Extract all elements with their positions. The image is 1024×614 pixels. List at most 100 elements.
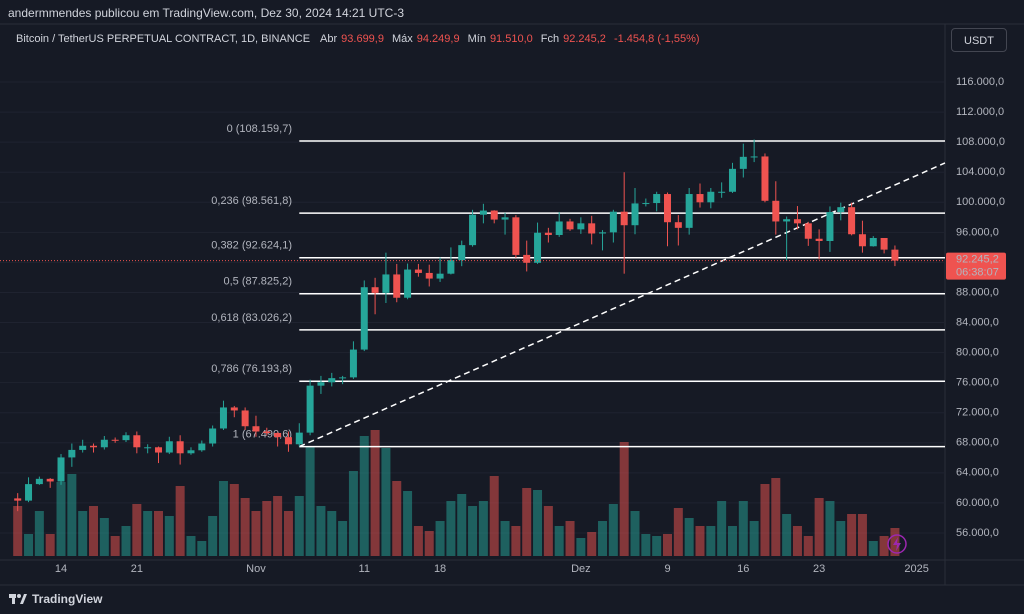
alert-icon (887, 534, 907, 554)
candle-body (317, 382, 325, 386)
volume-bar (792, 526, 802, 556)
candle-body (219, 407, 227, 429)
candle-body (577, 223, 585, 230)
volume-bar (186, 536, 196, 556)
volume-bar (565, 521, 575, 556)
y-tick-label: 112.000,0 (956, 106, 1004, 118)
volume-bar (175, 486, 185, 556)
candle-body (25, 484, 33, 501)
volume-bar (392, 481, 402, 556)
volume-bar (153, 511, 163, 556)
volume-bar (554, 526, 564, 556)
candle-body (339, 377, 347, 379)
volume-bar (45, 534, 55, 556)
volume-bar (673, 508, 683, 556)
candle-body (783, 219, 791, 222)
candle-body (869, 237, 877, 247)
volume-bar (348, 471, 358, 556)
volume-bar (283, 511, 293, 556)
volume-bar (110, 536, 120, 556)
volume-bar (684, 518, 694, 556)
volume-bar (868, 541, 878, 556)
candle-body (14, 498, 22, 501)
footer-brand: TradingView (32, 592, 103, 606)
volume-bar (24, 534, 34, 556)
candle-body (555, 221, 563, 235)
candle-body (880, 237, 888, 250)
candle-body (609, 211, 617, 233)
candle-body (642, 203, 650, 205)
candle-body (230, 407, 238, 411)
ohlc-value: 94.249,9 (416, 33, 460, 45)
candle-body (46, 478, 54, 482)
fib-label: 0,382 (92.624,1) (211, 240, 292, 252)
fib-label: 0,618 (83.026,2) (211, 312, 292, 324)
volume-bar (294, 496, 304, 556)
volume-bar (847, 514, 857, 556)
volume-bar (836, 521, 846, 556)
fib-label: 1 (67.490,6) (233, 429, 292, 441)
candle-body (100, 439, 108, 448)
y-tick-label: 68.000,0 (956, 437, 999, 449)
volume-bar (598, 521, 608, 556)
candle-body (685, 194, 693, 228)
candle-body (772, 200, 780, 222)
fib-label: 0 (108.159,7) (227, 123, 292, 135)
volume-bar (78, 511, 88, 556)
candle-body (122, 435, 130, 441)
ohlc-value: 92.245,2 (563, 33, 606, 45)
change: -1.454,8 (-1,55%) (613, 33, 700, 45)
y-tick-label: 104.000,0 (956, 166, 1005, 178)
candle-body (393, 274, 401, 298)
logo (9, 594, 27, 604)
volume-bar (587, 532, 597, 556)
volume-bar (825, 501, 835, 556)
volume-bar (164, 516, 174, 556)
volume-bar (522, 488, 532, 556)
volume-bar (717, 501, 727, 556)
candle-body (252, 426, 260, 432)
candle-body (490, 210, 498, 220)
last-price-box (946, 252, 1006, 280)
candle-body (544, 232, 552, 235)
volume-bar (34, 511, 44, 556)
candle-body (111, 439, 119, 441)
candle-body (68, 449, 76, 458)
candle-body (620, 211, 628, 226)
candle-body (707, 191, 715, 203)
candle-body (501, 217, 509, 220)
currency-button[interactable]: USDT (951, 28, 1007, 52)
volume-bar (468, 506, 478, 556)
candle-body (425, 272, 433, 279)
y-tick-label: 84.000,0 (956, 316, 999, 328)
volume-bar (782, 514, 792, 556)
candle-body (512, 217, 520, 255)
volume-bar (738, 501, 748, 556)
candle-body (371, 287, 379, 293)
y-tick-label: 80.000,0 (956, 346, 999, 358)
y-tick-label: 60.000,0 (956, 497, 999, 509)
y-tick-label: 72.000,0 (956, 407, 999, 419)
x-tick-label: 21 (131, 563, 143, 575)
x-tick-label: 16 (737, 563, 749, 575)
candle-body (848, 207, 856, 235)
volume-bar (543, 506, 553, 556)
candle-body (588, 223, 596, 234)
fib-label: 0,5 (87.825,2) (224, 276, 293, 288)
volume-bar (706, 526, 716, 556)
x-tick-label: 18 (434, 563, 446, 575)
candle-body (664, 194, 671, 223)
ohlc-name: Máx (391, 33, 413, 45)
volume-bar (67, 474, 77, 556)
volume-bar (619, 442, 629, 556)
volume-bar (511, 526, 521, 556)
volume-bar (771, 478, 781, 556)
y-tick-label: 116.000,0 (956, 76, 1004, 88)
volume-bar (240, 498, 250, 556)
volume-bar (273, 496, 283, 556)
candle-body (469, 214, 477, 246)
volume-bar (132, 504, 142, 556)
y-tick-label: 76.000,0 (956, 377, 999, 389)
